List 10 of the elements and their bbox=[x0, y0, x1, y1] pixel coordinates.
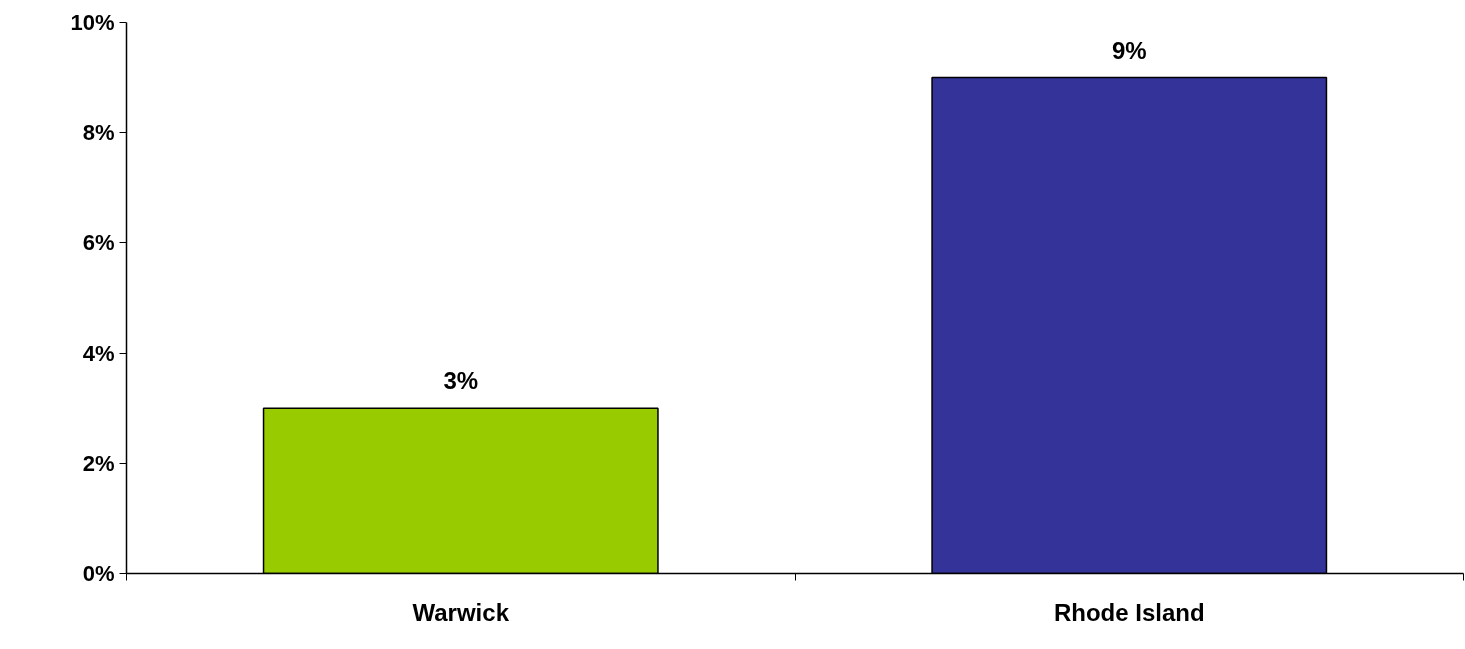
x-tick-label: Warwick bbox=[412, 598, 510, 626]
y-tick-label: 2% bbox=[82, 450, 115, 476]
data-label: 3% bbox=[443, 367, 479, 395]
data-label: 9% bbox=[1111, 36, 1147, 64]
y-tick-label: 4% bbox=[82, 340, 115, 366]
y-tick-label: 0% bbox=[82, 561, 115, 586]
y-tick-label: 6% bbox=[82, 230, 115, 256]
y-tick-label: 10% bbox=[70, 10, 115, 35]
x-tick-label: Rhode Island bbox=[1053, 598, 1205, 626]
y-tick-label: 8% bbox=[82, 120, 115, 146]
